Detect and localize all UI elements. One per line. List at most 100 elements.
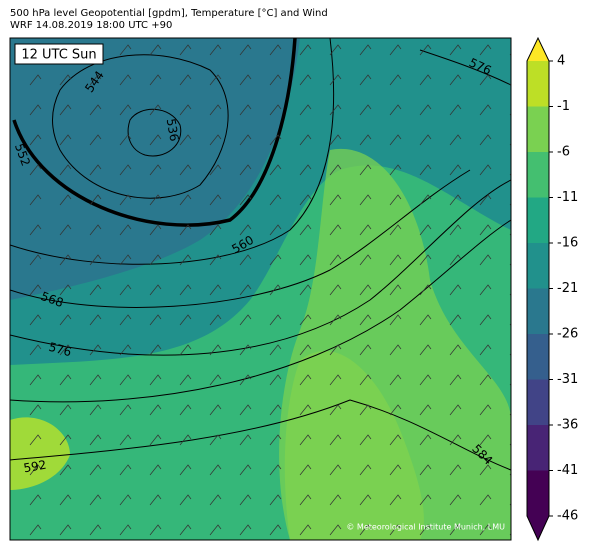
wind-barb — [479, 104, 492, 116]
wind-barb — [359, 374, 372, 386]
wind-barb — [179, 434, 192, 446]
time-box — [14, 43, 104, 65]
wind-barb — [299, 434, 312, 446]
wind-barb — [149, 494, 162, 506]
wind-barb — [239, 164, 252, 176]
wind-barb — [149, 434, 162, 446]
wind-barb — [299, 404, 312, 416]
wind-barb — [149, 404, 162, 416]
wind-barb — [419, 374, 432, 386]
wind-barb — [89, 434, 102, 446]
wind-barb — [479, 524, 492, 536]
wind-barb — [299, 194, 312, 206]
wind-barb — [209, 134, 222, 146]
wind-barb — [209, 494, 222, 506]
time-label: 12 UTC Sun — [21, 48, 96, 63]
wind-barb — [479, 404, 492, 416]
wind-barb — [149, 164, 162, 176]
wind-barb — [389, 224, 402, 236]
wind-barb — [329, 344, 342, 356]
wind-barb — [419, 164, 432, 176]
wind-barb — [329, 494, 342, 506]
wind-barb — [89, 344, 102, 356]
wind-barb — [359, 434, 372, 446]
wind-barb — [419, 464, 432, 476]
wind-barb — [449, 344, 462, 356]
wind-barb — [149, 194, 162, 206]
wind-barb — [419, 74, 432, 86]
wind-barb — [239, 374, 252, 386]
colorbar-band — [527, 288, 549, 334]
wind-barb — [299, 374, 312, 386]
wind-barb — [269, 404, 282, 416]
wind-barb — [209, 44, 222, 56]
wind-barb — [329, 254, 342, 266]
wind-barb — [449, 464, 462, 476]
wind-barb — [509, 293, 511, 296]
colorbar-band — [527, 425, 549, 471]
wind-barb — [239, 134, 252, 146]
colorbar-band — [527, 197, 549, 243]
wind-barb — [89, 314, 102, 326]
wind-barb — [59, 74, 72, 86]
wind-barb — [329, 314, 342, 326]
wind-barb — [509, 323, 511, 326]
wind-barb — [29, 494, 42, 506]
wind-barb — [209, 524, 222, 536]
wind-barb — [419, 44, 432, 56]
colorbar-band — [527, 379, 549, 425]
wind-barb — [449, 134, 462, 146]
wind-barb — [269, 74, 282, 86]
wind-barb — [119, 74, 132, 86]
colorbar-tick-label: 4 — [557, 54, 565, 69]
wind-barb — [59, 494, 72, 506]
wind-barb — [239, 524, 252, 536]
wind-barb — [389, 74, 402, 86]
wind-barb — [209, 284, 222, 296]
wind-barb — [419, 224, 432, 236]
wind-barb — [509, 443, 511, 446]
wind-barb — [269, 314, 282, 326]
wind-barb — [479, 374, 492, 386]
wind-barb — [59, 344, 72, 356]
wind-barb — [119, 464, 132, 476]
wind-barb — [359, 524, 372, 536]
wind-barb — [299, 524, 312, 536]
wind-barb — [239, 494, 252, 506]
wind-barb — [59, 314, 72, 326]
wind-barb — [149, 524, 162, 536]
wind-barb — [329, 404, 342, 416]
colorbar-over — [527, 38, 549, 61]
colorbar-tick-label: -31 — [557, 372, 578, 387]
figure-title: 500 hPa level Geopotential [gpdm], Tempe… — [10, 8, 328, 19]
wind-barb — [29, 314, 42, 326]
wind-barb — [119, 284, 132, 296]
wind-barb — [119, 254, 132, 266]
wind-barb — [179, 464, 192, 476]
wind-barb — [329, 104, 342, 116]
wind-barb — [419, 344, 432, 356]
wind-barb — [239, 74, 252, 86]
wind-barb — [449, 434, 462, 446]
wind-barb — [509, 53, 511, 56]
wind-barb — [149, 44, 162, 56]
wind-barb — [299, 254, 312, 266]
wind-barb — [179, 284, 192, 296]
wind-barb — [329, 194, 342, 206]
wind-barb — [119, 104, 132, 116]
colorbar-band — [527, 334, 549, 380]
wind-barb — [299, 44, 312, 56]
wind-barb — [119, 194, 132, 206]
wind-barb — [29, 434, 42, 446]
wind-barb — [359, 104, 372, 116]
wind-barb — [239, 104, 252, 116]
copyright: © Meteorological Institute Munich, LMU — [346, 523, 505, 532]
wind-barb — [119, 344, 132, 356]
wind-barb — [449, 314, 462, 326]
wind-barb — [419, 254, 432, 266]
wind-barb — [29, 284, 42, 296]
wind-barb — [209, 404, 222, 416]
colorbar-tick-label: -41 — [557, 463, 578, 478]
wind-barb — [389, 194, 402, 206]
wind-barb — [149, 374, 162, 386]
